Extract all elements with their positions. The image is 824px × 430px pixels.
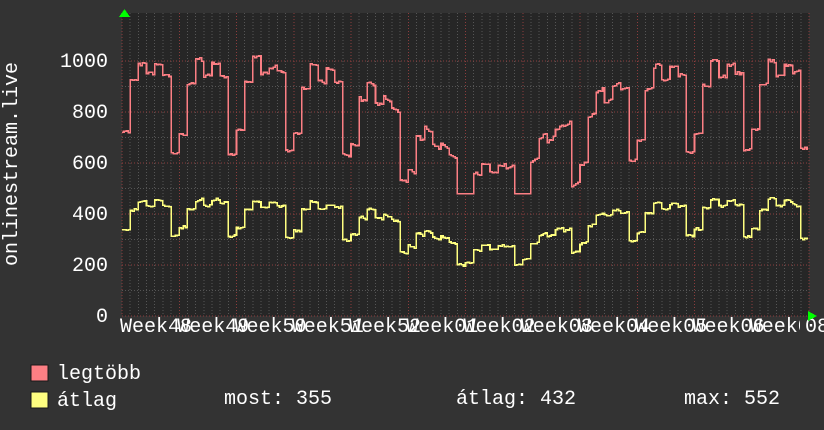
svg-text:átlag: 432: átlag: 432 — [456, 388, 576, 411]
svg-text:0: 0 — [96, 306, 108, 329]
svg-text:most: 355: most: 355 — [224, 388, 332, 411]
svg-text:átlag: átlag — [57, 390, 117, 413]
svg-text:max: 552: max: 552 — [684, 388, 780, 411]
svg-text:legtöbb: legtöbb — [57, 363, 141, 386]
svg-text:08: 08 — [805, 316, 824, 339]
svg-text:400: 400 — [72, 204, 108, 227]
svg-text:800: 800 — [72, 102, 108, 125]
svg-text:1000: 1000 — [60, 51, 108, 74]
svg-text:200: 200 — [72, 255, 108, 278]
svg-text:600: 600 — [72, 153, 108, 176]
svg-text:onlinestream.live: onlinestream.live — [1, 62, 24, 266]
